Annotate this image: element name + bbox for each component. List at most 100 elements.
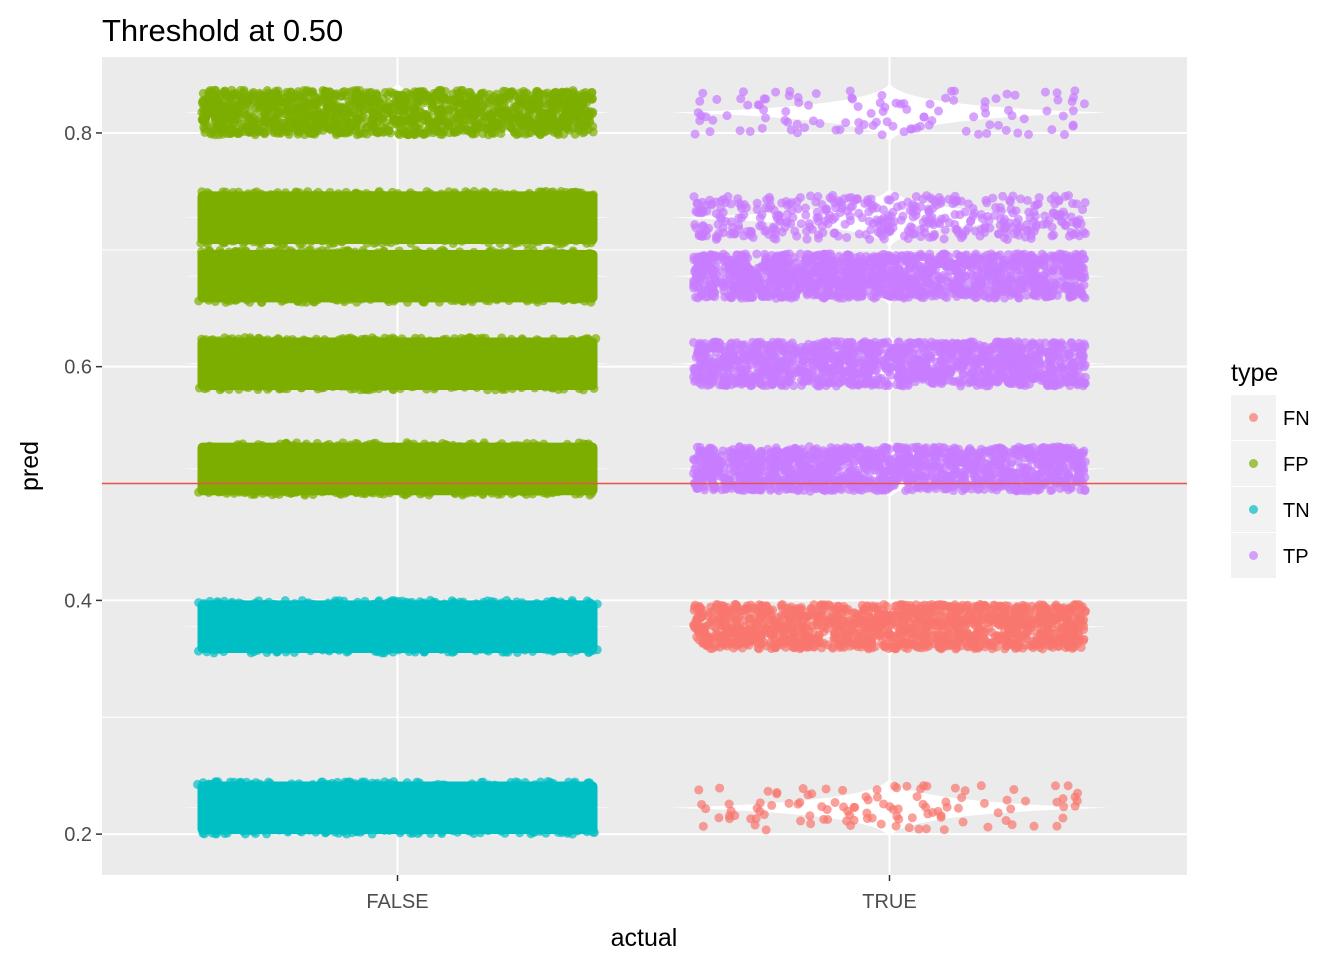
point-tp (771, 87, 781, 97)
point-fp (472, 122, 482, 132)
point-fp (413, 88, 423, 98)
point-tp (705, 195, 715, 205)
point-fn (755, 798, 765, 808)
point-tn (343, 644, 353, 654)
point-fp (388, 384, 398, 394)
point-fn (973, 616, 983, 626)
point-fp (256, 297, 266, 307)
point-fn (806, 819, 816, 829)
point-fn (1027, 636, 1037, 646)
point-fn (791, 608, 801, 618)
point-fn (865, 621, 875, 631)
point-tn (372, 646, 382, 656)
point-fp (535, 107, 545, 117)
point-fn (1005, 605, 1015, 615)
point-tn (490, 780, 500, 790)
point-tn (255, 779, 265, 789)
point-fp (544, 248, 554, 258)
point-fn (941, 601, 951, 611)
point-fn (987, 604, 997, 614)
point-tp (835, 208, 845, 218)
point-fp (467, 439, 477, 449)
point-fp (536, 187, 546, 197)
point-tp (927, 116, 937, 126)
point-fn (888, 607, 898, 617)
point-fn (1052, 821, 1062, 831)
point-fp (557, 239, 567, 249)
point-tn (584, 825, 594, 835)
point-fp (484, 296, 494, 306)
point-fn (753, 615, 763, 625)
point-fp (425, 247, 435, 257)
point-tn (502, 645, 512, 655)
point-tn (500, 828, 510, 838)
point-fn (906, 603, 916, 613)
point-tn (199, 829, 209, 839)
point-tn (275, 825, 285, 835)
point-tn (323, 644, 333, 654)
point-tn (193, 779, 203, 789)
point-tn (433, 779, 443, 789)
point-fp (357, 334, 367, 344)
point-fn (1025, 606, 1035, 616)
point-fp (234, 187, 244, 197)
point-tp (882, 117, 892, 127)
point-fp (220, 238, 230, 248)
point-fp (297, 246, 307, 256)
point-tp (1050, 191, 1060, 201)
point-fp (282, 87, 292, 97)
point-fp (517, 383, 527, 393)
point-fn (879, 799, 889, 809)
point-tn (567, 595, 577, 605)
point-fp (197, 334, 207, 344)
point-fp (588, 190, 598, 200)
point-fn (730, 811, 740, 821)
point-fp (281, 188, 291, 198)
point-fp (301, 87, 311, 97)
point-fp (393, 128, 403, 138)
point-tp (866, 108, 876, 118)
point-fp (582, 91, 592, 101)
point-fn (715, 783, 725, 793)
point-tn (294, 779, 304, 789)
point-fn (754, 634, 764, 644)
point-tp (919, 112, 929, 122)
point-tp (698, 88, 708, 98)
point-tn (219, 647, 229, 657)
point-fn (921, 824, 931, 834)
point-fn (923, 809, 933, 819)
point-fn (729, 627, 739, 637)
point-tn (437, 829, 447, 839)
point-tp (757, 221, 767, 231)
point-fn (913, 642, 923, 652)
point-tp (795, 192, 805, 202)
point-tp (853, 102, 863, 112)
point-tp (735, 126, 745, 136)
point-fp (446, 383, 456, 393)
point-fp (495, 238, 505, 248)
point-tp (792, 128, 802, 138)
point-tp (692, 207, 702, 217)
point-tn (542, 597, 552, 607)
point-tp (864, 216, 874, 226)
point-fp (308, 490, 318, 500)
point-tp (949, 95, 959, 105)
point-tp (1019, 114, 1029, 124)
point-fn (896, 637, 906, 647)
point-tp (1071, 228, 1081, 238)
point-fn (893, 804, 903, 814)
point-tp (1050, 199, 1060, 209)
point-fp (514, 107, 524, 117)
point-fp (492, 120, 502, 130)
point-fn (772, 789, 782, 799)
point-tp (1072, 217, 1082, 227)
point-fp (296, 383, 306, 393)
point-fp (229, 236, 239, 246)
point-tp (1007, 111, 1017, 121)
point-fn (947, 635, 957, 645)
point-tn (426, 828, 436, 838)
point-tp (793, 92, 803, 102)
point-fp (382, 295, 392, 305)
point-fn (956, 641, 966, 651)
point-tp (941, 93, 951, 103)
